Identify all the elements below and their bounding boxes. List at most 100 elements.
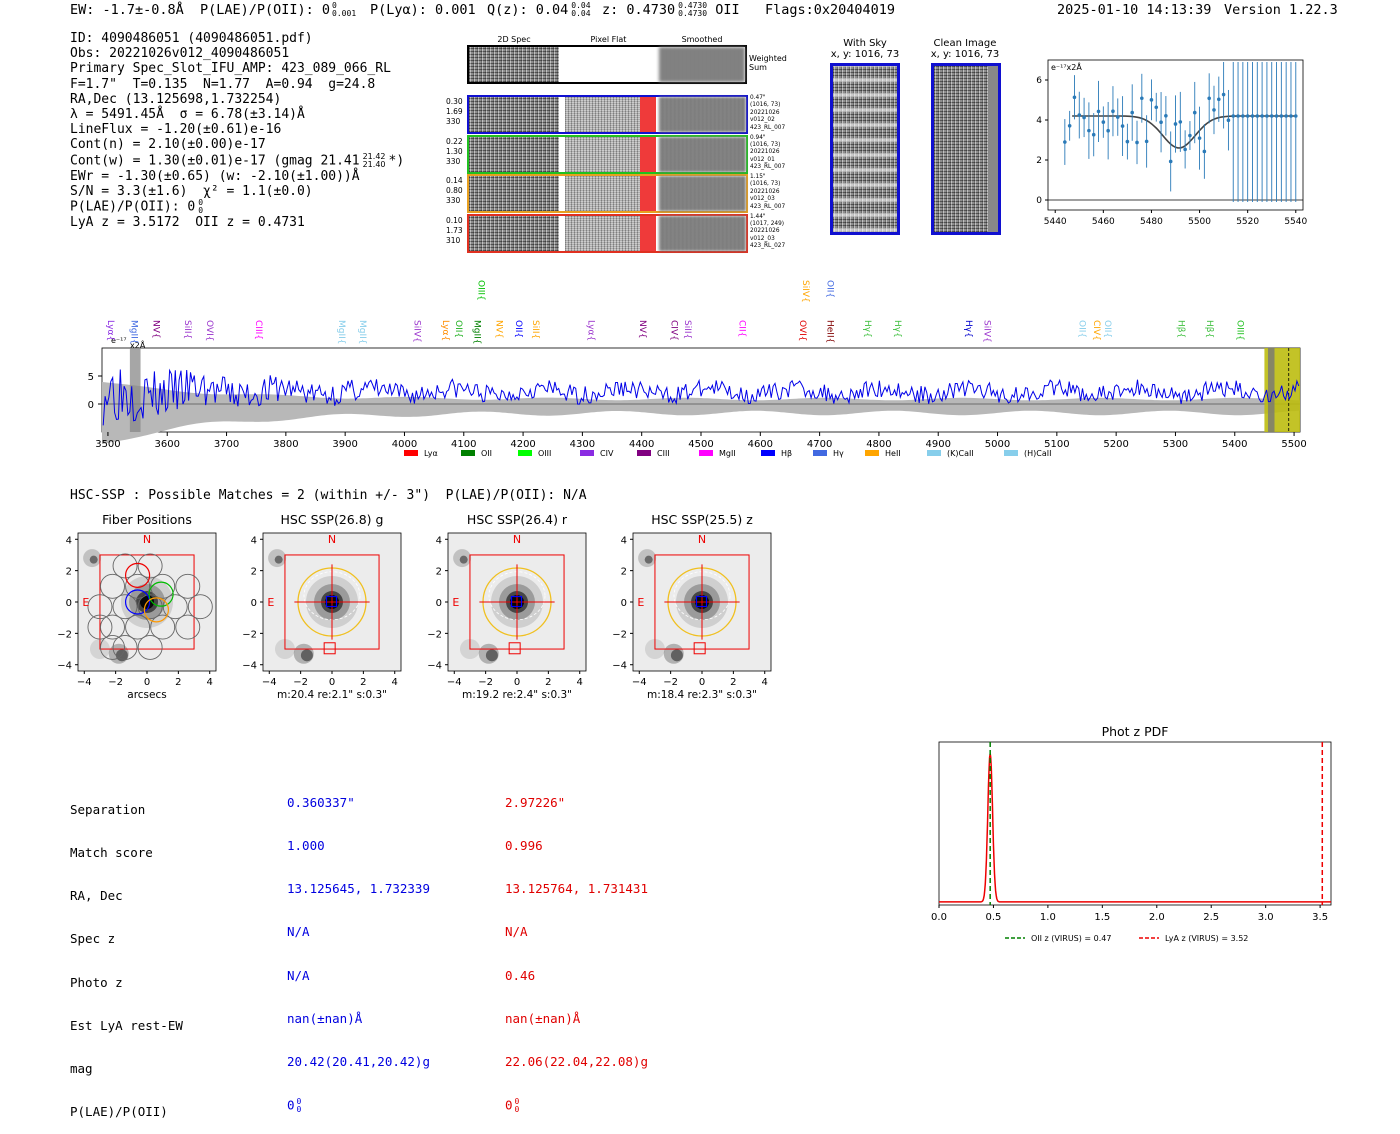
spectrum-xtick-label: 5100 [1044, 439, 1069, 450]
label-lya-ew: Est LyA rest-EW [70, 1017, 183, 1033]
hsc-panel-title: Fiber Positions [102, 512, 192, 527]
cutout-left-value: 1.30 [446, 146, 463, 156]
info-radec: RA,Dec (13.125698,1.732254) [70, 91, 282, 107]
linefit-point [1279, 114, 1284, 118]
photz-chart: Phot z PDF 0.0 0.5 1.0 1.5 2.0 2.5 3.0 3.5 OII z … [931, 724, 1332, 943]
hsc-panel-caption: m:20.4 re:2.1" s:0.3" [277, 689, 387, 701]
info-contn: Cont(n) = 2.10(±0.00)e-17 [70, 137, 266, 153]
photz-xtick-label: 3.0 [1258, 912, 1274, 923]
cutout-right-value: 20221026 [750, 109, 780, 116]
hsc-xtick-label: −2 [293, 677, 308, 688]
match-col-2: 2.97226" 0.996 13.125764, 1.731431 N/A 0… [505, 767, 648, 1129]
spectrum-line-label: SiII{ [530, 320, 540, 339]
cutout-bad-pixel-band [640, 176, 656, 211]
hsc-xtick-label: −2 [478, 677, 493, 688]
cutout-left-value: 330 [446, 156, 461, 166]
spectrum-legend-label: HeII [885, 449, 901, 458]
hsc-xtick-label: 2 [730, 677, 736, 688]
spectrum-line-label-text: NV{ [637, 320, 647, 339]
hsc-xtick-label: 2 [545, 677, 551, 688]
header-datetime: 2025-01-10 14:13:39 [1057, 2, 1212, 18]
clean-image [931, 63, 1001, 235]
fiber-circle [87, 614, 113, 640]
linefit-point [1130, 110, 1134, 115]
spectrum-line-label-text: Lyα{ [105, 320, 115, 341]
linefit-point [1140, 96, 1144, 101]
spectrum-line-label-text: Hγ{ [892, 320, 902, 338]
spectrum-line-label: SiIV{ [981, 320, 991, 343]
cutout-left-values: 0.22 1.30 330 [446, 137, 463, 167]
cutout-row [467, 134, 748, 174]
spectrum-legend-swatch [813, 450, 827, 456]
hsc-ytick-label: 4 [66, 535, 72, 546]
hsc-north-label: N [698, 533, 706, 546]
cutout-right-value: v012_03 [750, 235, 775, 242]
hsc-ytick-label: −2 [427, 629, 442, 640]
hsc-xtick-label: −4 [77, 677, 92, 688]
spectrum-legend-swatch [865, 450, 879, 456]
label-spec-z: Spec z [70, 931, 116, 947]
spectrum-chart: 3500 3600 3700 3800 3900 4000 4100 4200 4300 4400… [88, 280, 1307, 458]
spectrum-xtick-label: 3900 [332, 439, 357, 450]
linefit-point [1101, 120, 1106, 124]
linefit-point [1096, 109, 1101, 114]
fiber-circle [162, 594, 188, 620]
m1-separation: 0.360337" [287, 794, 355, 810]
fiber-circle [125, 614, 151, 640]
hsc-ytick-label: −4 [242, 661, 257, 672]
cutout-right-value: 20221026 [750, 228, 780, 235]
m1-ew: nan(±nan)Å [287, 1010, 363, 1026]
photz-pdf-curve [939, 753, 1331, 903]
spectrum-line-label-text: OII{ [1076, 320, 1086, 338]
m2-photoz: 0.46 [505, 967, 536, 983]
hsc-ytick-label: 2 [436, 567, 442, 578]
linefit-point [1135, 140, 1139, 145]
spectrum-legend-label: CIII [657, 449, 670, 458]
spectrum-unit: e⁻¹⁷ [111, 336, 127, 345]
hsc-xtick-label: −4 [447, 677, 462, 688]
linefit-point [1255, 114, 1260, 118]
info-contw: Cont(w) = 1.30(±0.01)e-17 (gmag 21.41 21.… [70, 151, 405, 169]
spectrum-line-label-text: MgII{ [129, 320, 139, 345]
spectrum-line-label-text: SiII{ [682, 320, 692, 339]
photz-xtick-label: 0.0 [931, 912, 947, 923]
fiber-circle [125, 573, 151, 599]
cutout-right-value: (1016, 73) [750, 141, 781, 148]
spectrum-line-label: MgII{ [336, 320, 346, 345]
cutout-right-value: (1016, 73) [750, 181, 781, 188]
cutout-right-value: 20221026 [750, 149, 780, 156]
spectrum-noise-band [102, 382, 1300, 444]
hsc-xtick-label: 0 [699, 677, 705, 688]
spectrum-line-label: Lyα{ [585, 320, 595, 341]
spectrum-line-label: MgII{ [357, 320, 367, 345]
cutout-2d-spec [469, 97, 559, 132]
spectrum-line-label: OII{ [453, 320, 463, 338]
spectrum-line-label-high: OII{ [824, 280, 834, 298]
hsc-xtick-label: 0 [329, 677, 335, 688]
photz-frame [938, 741, 1332, 906]
weighted-sum-2d [469, 47, 559, 82]
spectrum-line-label-high-text: OII{ [824, 280, 834, 298]
cutout-pixel-flat [565, 97, 640, 132]
cutout-right-value: 1.44" [750, 213, 766, 220]
spectrum-legend-label: Lyα [424, 449, 438, 458]
linefit-point [1231, 114, 1236, 118]
match-labels: Separation Match score RA, Dec Spec z Ph… [70, 774, 183, 1134]
spectrum-line-label: HeII{ [824, 320, 834, 343]
hsc-ytick-label: 2 [251, 567, 257, 578]
label-mag: mag [70, 1061, 93, 1077]
spectrum-line-label: OII{ [1076, 320, 1086, 338]
linefit-point [1168, 159, 1173, 164]
photz-xtick-label: 2.5 [1203, 912, 1219, 923]
spectrum-legend-swatch [518, 450, 532, 456]
linefit-point [1067, 123, 1072, 128]
hsc-panel: N E −4 −2 0 2 4 4 2 0 −2 −4 arcsecs [57, 532, 217, 701]
hsc-xtick-label: 0 [514, 677, 520, 688]
hsc-center-box [695, 595, 708, 608]
spectrum-legend-label: OIII [538, 449, 551, 458]
spectrum-legend-label: Hγ [833, 449, 844, 458]
linefit-point [1111, 109, 1115, 114]
spectrum-line-label-text: SiII{ [530, 320, 540, 339]
spectrum-line-label-text: NV{ [151, 320, 161, 339]
